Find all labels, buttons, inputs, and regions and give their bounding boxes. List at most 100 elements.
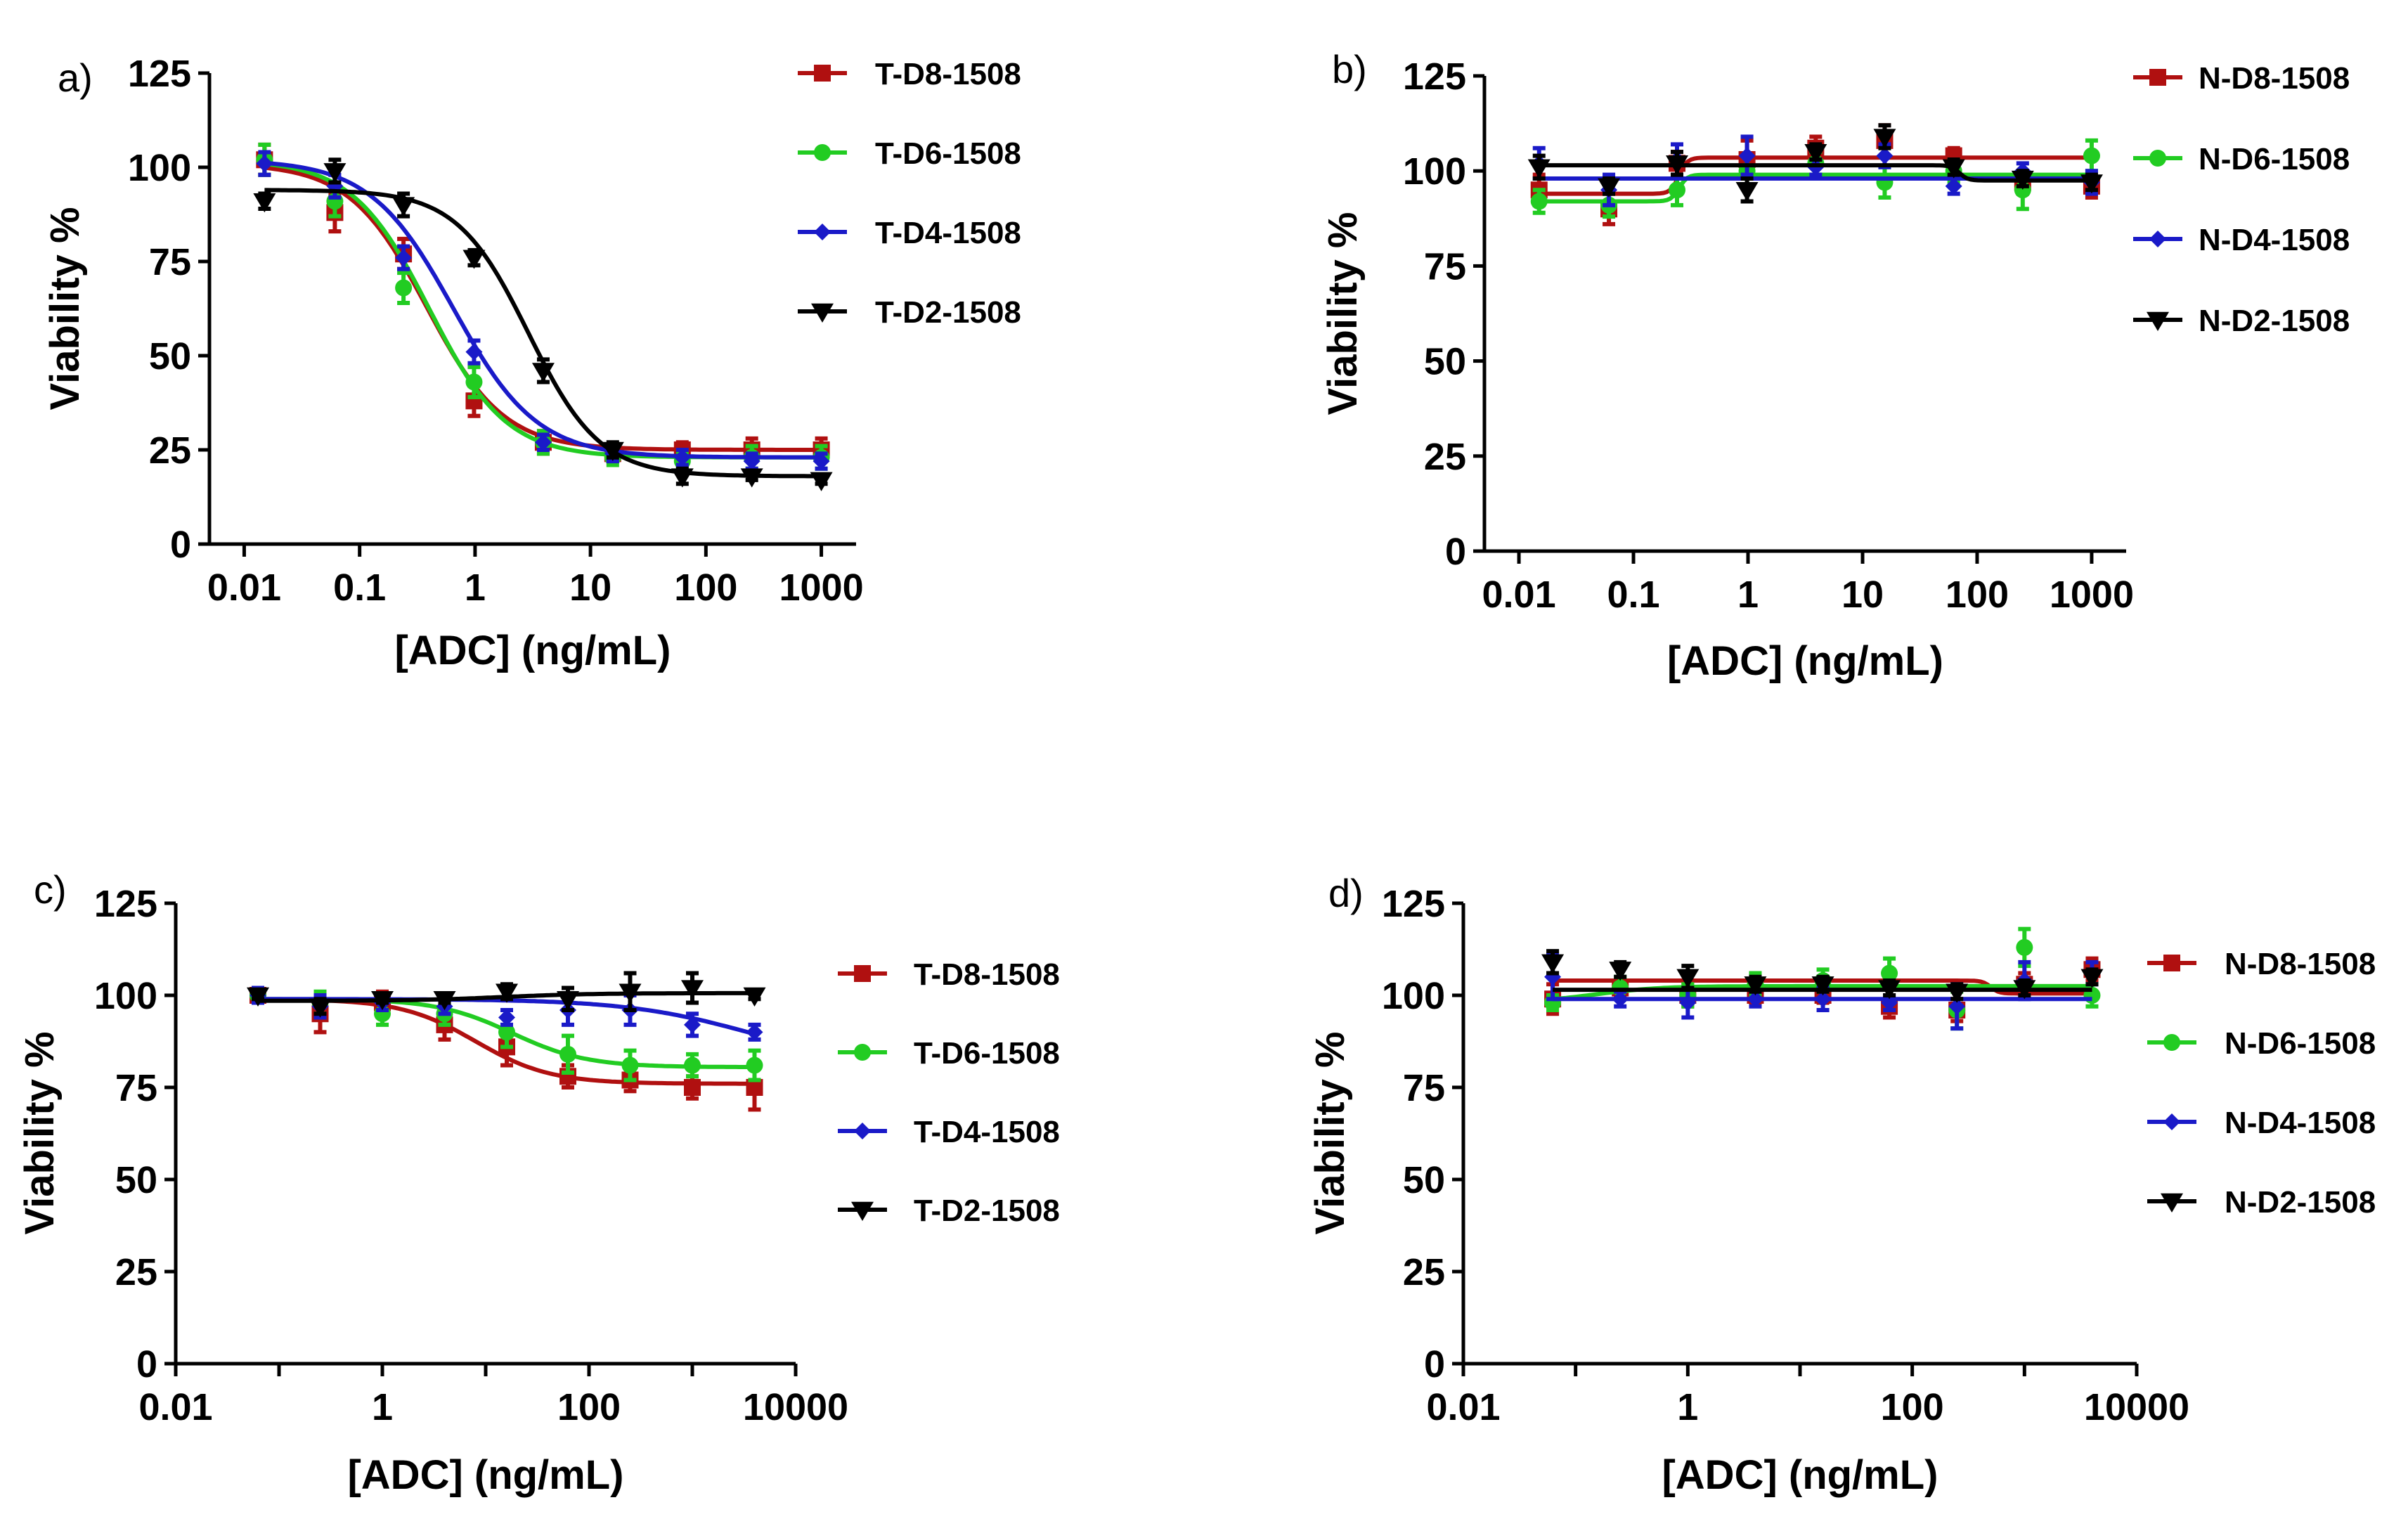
x-tick-label: 0.01	[207, 567, 281, 609]
x-tick-label: 100	[1946, 574, 2009, 616]
x-tick-label: 0.01	[138, 1386, 212, 1428]
data-point	[813, 453, 830, 470]
x-axis-label: [ADC] (ng/mL)	[394, 628, 671, 673]
legend-swatch-marker	[2149, 231, 2166, 247]
legend-label: N-D8-1508	[2225, 947, 2376, 981]
data-point	[1527, 159, 1551, 179]
data-point	[746, 1023, 763, 1041]
data-point	[1804, 143, 1827, 164]
series-d2	[1541, 949, 2104, 1003]
data-point	[559, 1045, 576, 1063]
x-tick-label: 0.01	[1426, 1386, 1500, 1428]
data-point	[810, 472, 833, 491]
y-tick-label: 50	[115, 1159, 157, 1201]
data-point	[556, 991, 579, 1011]
legend-label: N-D2-1508	[2225, 1185, 2376, 1220]
panel-label: b)	[1332, 47, 1367, 91]
data-point	[1881, 964, 1898, 982]
data-point	[673, 448, 691, 466]
data-point	[1530, 193, 1548, 210]
data-point	[671, 468, 694, 488]
legend-swatch-marker	[814, 224, 831, 240]
y-tick-label: 125	[94, 883, 157, 925]
legend-swatch-marker	[2163, 1034, 2180, 1051]
data-point	[395, 249, 413, 266]
legend-swatch-marker	[2149, 69, 2166, 86]
data-point	[1876, 147, 1894, 164]
data-point	[684, 1016, 701, 1033]
data-point	[462, 250, 486, 269]
panel-label: d)	[1328, 871, 1364, 915]
y-tick-label: 100	[1403, 150, 1466, 193]
data-point	[2016, 938, 2033, 956]
x-tick-label: 100	[1881, 1386, 1944, 1428]
data-point	[2011, 170, 2034, 190]
legend-label: T-D4-1508	[875, 216, 1021, 250]
data-point	[256, 155, 273, 172]
data-point	[1541, 954, 1565, 974]
x-axis-label: [ADC] (ng/mL)	[347, 1452, 623, 1498]
legend-label: N-D6-1508	[2199, 142, 2350, 176]
x-tick-label: 1000	[779, 567, 863, 609]
y-tick-label: 25	[1403, 1251, 1445, 1293]
data-point	[1945, 177, 1962, 195]
data-point	[1814, 990, 1832, 1008]
data-point	[601, 441, 624, 461]
fit-curve	[264, 165, 822, 452]
data-point	[1676, 969, 1700, 988]
panel-label: a)	[58, 56, 93, 100]
data-point	[2013, 980, 2036, 1000]
data-point	[498, 1009, 516, 1026]
data-point	[395, 279, 413, 297]
data-point	[1598, 178, 1621, 198]
panel-label: c)	[34, 867, 67, 912]
data-point	[1747, 990, 1764, 1008]
legend-label: T-D2-1508	[875, 295, 1021, 330]
data-point	[1666, 155, 1689, 175]
y-tick-label: 75	[1403, 1067, 1445, 1109]
y-tick-label: 25	[115, 1251, 157, 1293]
fit-curve	[1539, 163, 2092, 183]
legend-swatch-marker	[2163, 955, 2180, 971]
legend-label: N-D4-1508	[2199, 223, 2350, 257]
panel-b: b) 0 25 50 75 100 125 0.01 0.1 1 10 100 1000 [ADC] (n…	[1320, 47, 2350, 684]
data-point	[2083, 147, 2100, 164]
data-point	[1881, 994, 1898, 1011]
data-point	[465, 343, 483, 361]
y-tick-label: 100	[1382, 975, 1445, 1017]
legend-label: N-D6-1508	[2225, 1026, 2376, 1061]
y-tick-label: 50	[149, 335, 191, 377]
x-tick-label: 10	[569, 567, 611, 609]
data-point	[1612, 990, 1629, 1008]
legend-label: T-D2-1508	[914, 1194, 1060, 1228]
x-tick-label: 1	[1737, 574, 1759, 616]
data-point	[743, 987, 766, 1007]
data-point	[531, 363, 555, 382]
data-point	[1946, 983, 1969, 1003]
y-tick-label: 25	[149, 429, 191, 472]
fit-curve	[264, 160, 822, 460]
y-axis-label: Viability %	[17, 1031, 63, 1234]
legend-label: T-D6-1508	[875, 136, 1021, 171]
x-tick-label: 100	[557, 1386, 621, 1428]
panel-a: a) 0 25 50 75 100 125 0.01 0.1 1 10 100 1000 [ADC] (n…	[42, 53, 1021, 673]
data-point	[1744, 976, 1767, 996]
legend-swatch-marker	[2147, 311, 2169, 331]
x-tick-label: 10000	[2084, 1386, 2189, 1428]
y-tick-label: 0	[170, 524, 191, 566]
legend-label: N-D2-1508	[2199, 304, 2350, 338]
data-point	[1669, 181, 1686, 199]
data-point	[621, 1056, 639, 1074]
x-tick-label: 0.1	[333, 567, 386, 609]
legend-swatch-marker	[2149, 150, 2166, 167]
data-point	[371, 991, 394, 1011]
x-tick-label: 0.01	[1482, 574, 1556, 616]
y-tick-label: 0	[136, 1343, 157, 1385]
x-axis-label: [ADC] (ng/mL)	[1662, 1452, 1938, 1498]
y-tick-label: 100	[94, 975, 157, 1017]
data-point	[2080, 969, 2104, 988]
legend-label: N-D4-1508	[2225, 1106, 2376, 1140]
data-point	[684, 1056, 701, 1074]
x-tick-label: 1	[1677, 1386, 1698, 1428]
